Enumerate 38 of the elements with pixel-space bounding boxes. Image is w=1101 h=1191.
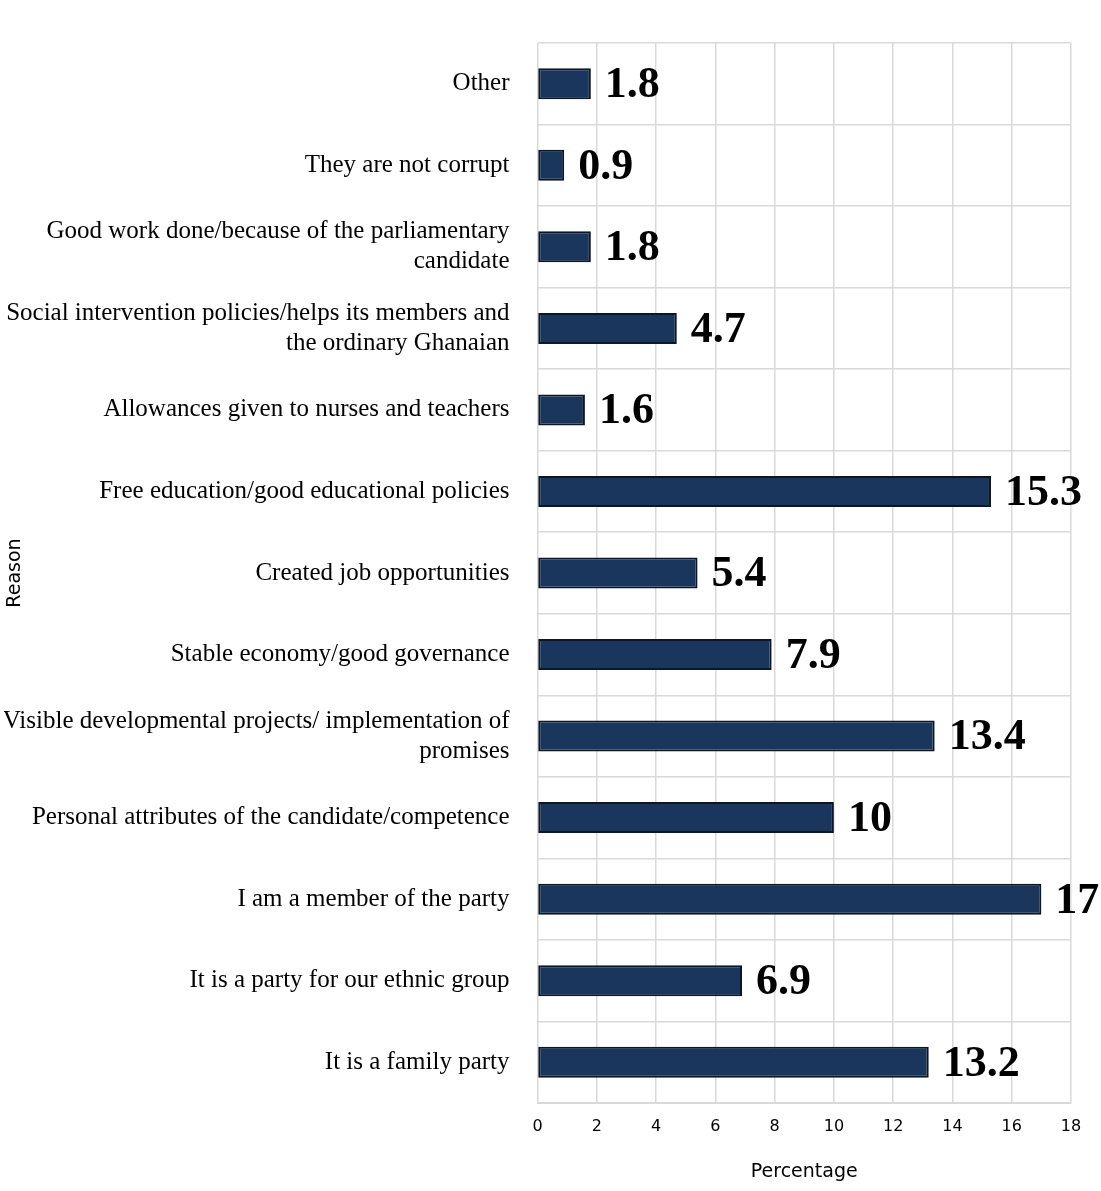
x-tick-label: 12 — [882, 1115, 904, 1135]
data-label: 7.9 — [785, 628, 841, 678]
x-tick-label: 6 — [710, 1115, 721, 1135]
y-tick-label: Personal attributes of the candidate/competence — [31, 802, 510, 830]
data-label: 1.6 — [598, 384, 654, 434]
x-tick-label: 2 — [591, 1115, 602, 1135]
data-label: 5.4 — [711, 547, 767, 597]
y-tick-label: It is a party for our ethnic group — [189, 965, 510, 993]
x-tick-label: 16 — [1001, 1115, 1022, 1135]
data-label: 13.4 — [948, 710, 1026, 760]
data-label: 10 — [847, 791, 892, 841]
y-tick-label: Free education/good educational policies — [99, 476, 510, 504]
y-axis-title: Reason — [2, 538, 25, 608]
x-axis-title: Percentage — [750, 1158, 858, 1181]
data-label: 17 — [1055, 873, 1100, 923]
x-tick-label: 4 — [650, 1115, 662, 1135]
data-label: 0.9 — [578, 139, 634, 189]
y-tick-label: Good work done/because of the parliamentary candidate — [46, 216, 510, 274]
x-tick-label: 8 — [769, 1115, 780, 1135]
y-tick-label: Created job opportunities — [255, 557, 510, 585]
y-tick-label: They are not corrupt — [304, 149, 510, 177]
x-tick-label: 14 — [942, 1115, 963, 1135]
data-label: 1.8 — [604, 221, 660, 271]
y-tick-label: It is a family party — [324, 1046, 510, 1074]
data-label: 13.2 — [942, 1036, 1020, 1086]
data-label: 4.7 — [690, 302, 746, 352]
y-tick-label: Allowances given to nurses and teachers — [103, 394, 510, 422]
x-tick-label: 10 — [823, 1115, 845, 1135]
data-label: 15.3 — [1004, 465, 1082, 515]
data-label: 6.9 — [756, 955, 812, 1005]
data-label: 1.8 — [604, 58, 660, 108]
y-tick-label: Other — [452, 68, 511, 96]
x-tick-label: 0 — [532, 1115, 543, 1135]
y-tick-label: Visible developmental projects/ implementation of promises — [2, 705, 511, 763]
y-tick-label: I am a member of the party — [237, 883, 510, 911]
y-tick-label: Social intervention policies/helps its members and the ordinary Ghanaian — [6, 297, 510, 355]
x-tick-label: 18 — [1060, 1115, 1082, 1135]
y-tick-label: Stable economy/good governance — [170, 639, 510, 667]
